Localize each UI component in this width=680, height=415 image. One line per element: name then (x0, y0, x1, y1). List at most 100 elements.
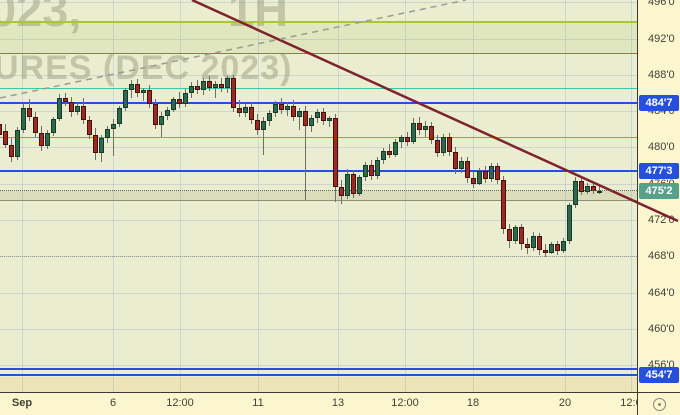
candle-up (129, 83, 134, 91)
candle-up (477, 170, 482, 184)
price-axis-label: 488'0 (648, 69, 675, 81)
time-axis-label: 13 (331, 397, 345, 409)
price-axis-label: 492'0 (648, 33, 675, 45)
candle-up (105, 129, 110, 139)
level-493-7[interactable] (0, 21, 637, 23)
candle-down (369, 164, 374, 177)
candle-down (501, 180, 506, 230)
candle-up (165, 110, 170, 116)
candle-down (495, 166, 500, 181)
candle-down (33, 117, 38, 133)
candle-wick (263, 117, 264, 155)
gridline-vertical (565, 0, 566, 392)
gridline-vertical (22, 0, 23, 392)
candle-down (417, 122, 422, 131)
candle-up (15, 130, 20, 158)
candle-up (201, 81, 206, 91)
candle-up (393, 141, 398, 155)
chart-plot-area[interactable]: 023, 1H URES (DEC 2023) (0, 0, 637, 392)
level-454-7[interactable] (0, 374, 637, 376)
gridline-horizontal (0, 365, 637, 366)
gridline-horizontal (0, 147, 637, 148)
time-axis-border (0, 392, 680, 393)
candle-up (567, 205, 572, 241)
price-badge: 475'2 (639, 183, 679, 199)
candle-up (171, 99, 176, 111)
candle-down (453, 151, 458, 170)
price-axis-label: 496'0 (648, 0, 675, 8)
gridline-vertical (180, 0, 181, 392)
level-468-0[interactable] (0, 256, 637, 257)
candle-up (285, 105, 290, 111)
candle-down (9, 144, 14, 158)
price-axis-label: 464'0 (648, 287, 675, 299)
candle-down (291, 105, 296, 118)
time-axis-label: 12:0 (620, 397, 637, 409)
candle-down (519, 227, 524, 244)
price-axis[interactable]: 496'0492'0488'0484'0480'0476'0472'0468'0… (638, 0, 680, 392)
level-490-2[interactable] (0, 53, 637, 54)
gridline-horizontal (0, 39, 637, 40)
level-455-4[interactable] (0, 368, 637, 370)
candle-up (123, 90, 128, 109)
candle-down (231, 78, 236, 109)
candle-down (81, 105, 86, 121)
price-badge: 484'7 (639, 95, 679, 111)
candle-up (561, 240, 566, 251)
candle-down (135, 83, 140, 93)
candle-down (279, 103, 284, 111)
candle-up (459, 161, 464, 170)
candle-down (435, 140, 440, 153)
candle-up (381, 151, 386, 161)
candle-up (489, 166, 494, 180)
candle-wick (113, 119, 114, 156)
descending-trendline[interactable] (191, 0, 679, 223)
level-477-3[interactable] (0, 170, 637, 172)
candle-down (153, 103, 158, 125)
candle-down (219, 83, 224, 89)
gridline-horizontal (0, 111, 637, 112)
gridline-horizontal (0, 329, 637, 330)
candle-down (507, 229, 512, 241)
candle-up (513, 227, 518, 241)
price-scale-settings-icon[interactable] (653, 398, 666, 411)
price-badge: 454'7 (639, 367, 679, 383)
candle-up (597, 190, 602, 193)
level-486-4[interactable] (0, 88, 637, 89)
candle-up (585, 185, 590, 192)
trendline-overlay (0, 0, 679, 223)
current-price-line[interactable] (0, 190, 637, 191)
candle-up (363, 164, 368, 178)
candle-down (465, 161, 470, 179)
gridline-horizontal (0, 184, 637, 185)
candle-up (99, 138, 104, 153)
time-axis-label: 18 (466, 397, 480, 409)
candle-down (255, 120, 260, 131)
time-axis-label: 12:00 (391, 397, 419, 409)
candle-down (147, 90, 152, 104)
gridline-horizontal (0, 75, 637, 76)
candle-up (573, 180, 578, 206)
gridline-horizontal (0, 220, 637, 221)
candle-up (57, 98, 62, 120)
candle-up (111, 123, 116, 130)
gridline-vertical (631, 0, 632, 392)
candle-up (243, 106, 248, 113)
level-484-7[interactable] (0, 102, 637, 104)
candle-up (213, 83, 218, 88)
candle-down (351, 173, 356, 194)
ascending-dashed-trendline[interactable] (0, 0, 467, 99)
gridline-vertical (113, 0, 114, 392)
candle-wick (299, 108, 300, 131)
candle-up (21, 107, 26, 131)
candle-wick (599, 184, 600, 194)
candle-up (531, 236, 536, 249)
level-481-1[interactable] (0, 137, 637, 138)
candle-down (63, 98, 68, 103)
level-474-2[interactable] (0, 200, 637, 201)
gridline-vertical (405, 0, 406, 392)
candle-up (273, 103, 278, 113)
candle-down (303, 111, 308, 126)
time-axis[interactable]: Sep 6 12:00 11 13 12:00 18 20 12:0 (0, 393, 637, 415)
